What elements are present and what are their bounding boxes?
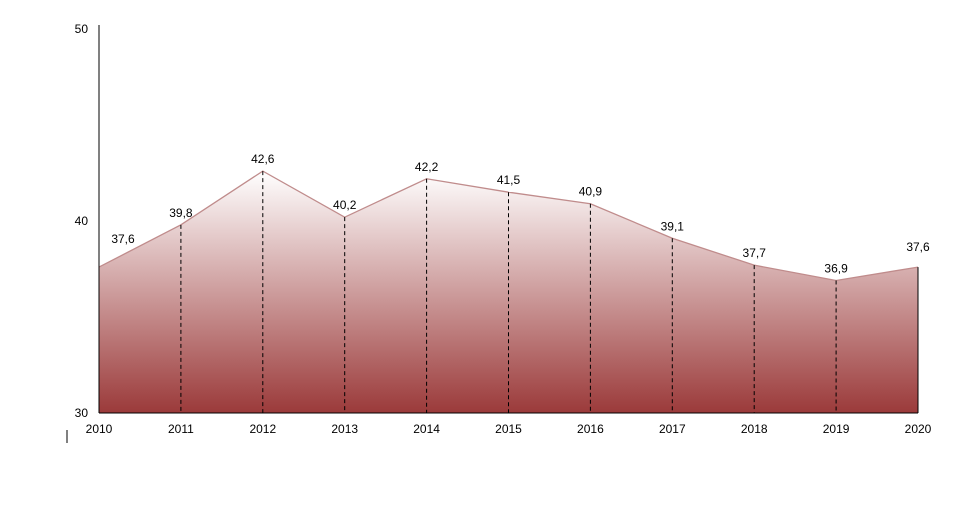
data-label-2015: 41,5 [497, 173, 521, 187]
data-label-2020: 37,6 [906, 240, 930, 254]
data-label-2014: 42,2 [415, 160, 439, 174]
data-label-2011: 39,8 [169, 206, 193, 220]
x-tick-2014: 2014 [413, 422, 440, 436]
x-tick-2012: 2012 [249, 422, 276, 436]
y-tick-50: 50 [75, 22, 89, 36]
x-tick-2017: 2017 [659, 422, 686, 436]
data-label-2018: 37,7 [743, 246, 767, 260]
axes [66, 25, 919, 443]
data-label-2017: 39,1 [661, 219, 685, 233]
data-label-2016: 40,9 [579, 185, 603, 199]
x-tick-2015: 2015 [495, 422, 522, 436]
drop-lines [180, 171, 837, 413]
x-tick-2016: 2016 [577, 422, 604, 436]
y-tick-30: 30 [75, 406, 89, 420]
x-tick-2011: 2011 [168, 422, 194, 436]
x-tick-2019: 2019 [823, 422, 850, 436]
y-tick-40: 40 [75, 214, 89, 228]
data-label-2019: 36,9 [824, 262, 848, 276]
data-label-2012: 42,6 [251, 152, 275, 166]
x-tick-2010: 2010 [86, 422, 113, 436]
x-tick-2018: 2018 [741, 422, 768, 436]
x-axis-ticks: 2010 2011 2012 2013 2014 2015 2016 2017 2018 2019… [86, 422, 932, 436]
x-tick-2020: 2020 [905, 422, 932, 436]
x-tick-2013: 2013 [331, 422, 358, 436]
data-label-2013: 40,2 [333, 198, 357, 212]
data-labels: 37,6 39,8 42,6 40,2 42,2 41,5 40,9 39,1 37,7 36,9… [111, 152, 930, 275]
y-axis-ticks: 30 40 50 [75, 22, 89, 420]
data-label-2010: 37,6 [111, 232, 135, 246]
